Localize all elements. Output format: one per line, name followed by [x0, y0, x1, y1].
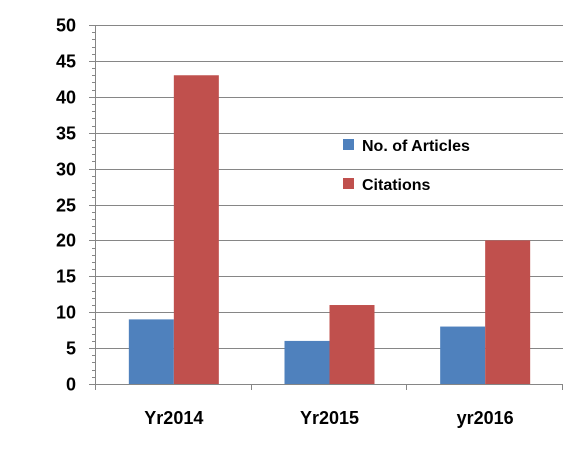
- y-tick-label: 50: [56, 16, 76, 36]
- y-tick-label: 40: [56, 88, 76, 108]
- y-tick-label: 5: [66, 339, 76, 359]
- y-tick-label: 45: [56, 52, 76, 72]
- bars: [128, 75, 531, 384]
- x-tick-label: Yr2015: [300, 408, 359, 428]
- bar-0-2: [440, 326, 486, 384]
- x-tick-label: Yr2014: [144, 408, 203, 428]
- legend-label: No. of Articles: [362, 138, 470, 155]
- axes: [89, 25, 563, 390]
- x-tick-label: yr2016: [457, 408, 514, 428]
- bar-1-0: [173, 75, 219, 384]
- bar-1-2: [485, 240, 531, 384]
- legend-swatch: [343, 178, 354, 189]
- y-tick-label: 20: [56, 231, 76, 251]
- y-tick-labels: 0 5 10 15 20 25 30 35 40 45 50: [56, 16, 76, 395]
- y-tick-label: 0: [66, 375, 76, 395]
- legend: No. of Articles Citations: [343, 138, 470, 194]
- bar-0-1: [284, 340, 330, 384]
- bar-0-0: [128, 319, 174, 384]
- y-tick-label: 10: [56, 303, 76, 323]
- legend-swatch: [343, 139, 354, 150]
- legend-label: Citations: [362, 177, 431, 194]
- x-tick-labels: Yr2014 Yr2015 yr2016: [144, 408, 513, 428]
- y-tick-label: 30: [56, 160, 76, 180]
- y-tick-label: 35: [56, 124, 76, 144]
- y-tick-label: 25: [56, 196, 76, 216]
- y-tick-label: 15: [56, 267, 76, 287]
- bar-1-1: [329, 305, 375, 384]
